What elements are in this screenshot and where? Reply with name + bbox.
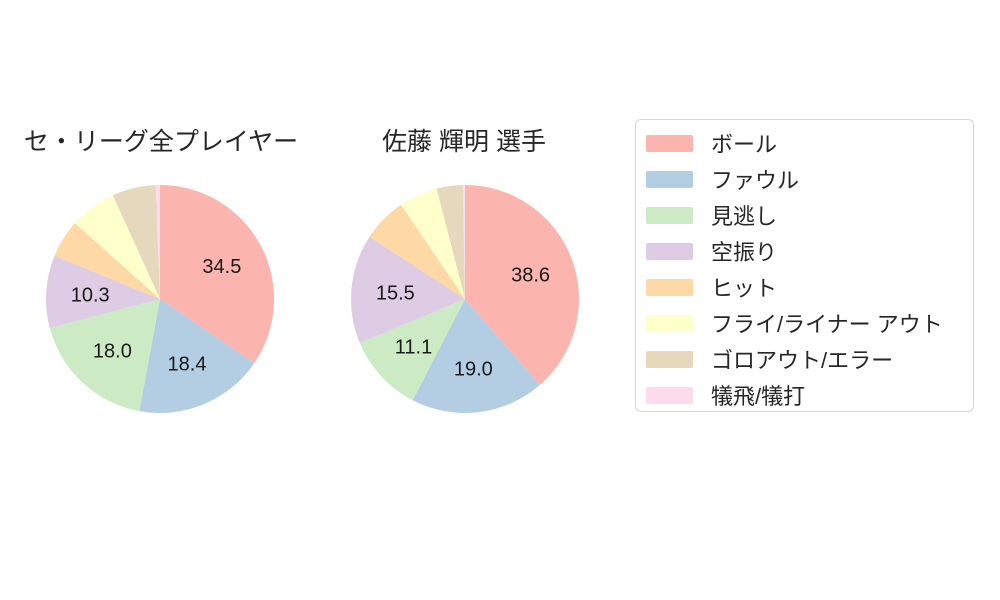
- legend-item: ファウル: [646, 161, 973, 197]
- pie-value-label: 11.1: [395, 336, 432, 358]
- pie-slice: [49, 299, 161, 412]
- pie-slice: [160, 185, 274, 364]
- pie-value-label: 10.3: [71, 284, 110, 306]
- pie-chart-right: 38.6 19.0 11.1 15.5: [351, 185, 579, 413]
- legend-item: ヒット: [646, 269, 973, 305]
- legend-swatch: [646, 206, 693, 224]
- pie-slice: [400, 188, 465, 299]
- pie-value-label: 18.4: [168, 354, 207, 376]
- pie-slice: [46, 255, 160, 329]
- legend-swatch: [646, 170, 693, 188]
- pie-slice: [54, 223, 160, 299]
- legend-swatch: [646, 350, 693, 368]
- legend-label: 見逃し: [711, 204, 778, 229]
- pie-slice: [112, 185, 160, 299]
- pie-slice: [465, 185, 579, 385]
- pie-title-right: 佐藤 輝明 選手: [382, 128, 546, 156]
- pie-value-label: 18.0: [93, 340, 132, 362]
- legend-box: ボールファウル見逃し空振りヒットフライ/ライナー アウト ゴロアウト/エラー 犠飛/…: [635, 119, 974, 412]
- legend-item: ボール: [646, 125, 973, 161]
- legend-label: ファウル: [711, 168, 800, 193]
- legend-label: ゴロアウト/エラー: [711, 348, 894, 373]
- pie-slice: [139, 299, 255, 413]
- legend-swatch: [646, 278, 693, 296]
- pie-slice: [155, 185, 160, 299]
- legend-item: 見逃し: [646, 197, 973, 233]
- legend-label: 犠飛/犠打: [711, 384, 806, 409]
- legend-item: ゴロアウト/エラー: [646, 341, 973, 377]
- pie-value-label: 19.0: [454, 359, 493, 381]
- pie-slice: [359, 299, 465, 401]
- legend-label: フライ/ライナー アウト: [711, 312, 943, 337]
- legend-item: 空振り: [646, 233, 973, 269]
- pie-value-label: 38.6: [511, 265, 550, 287]
- legend-label: 空振り: [711, 240, 778, 265]
- legend-label: ヒット: [711, 276, 778, 301]
- legend-swatch: [646, 386, 693, 404]
- pie-title-left: セ・リーグ全プレイヤー: [23, 128, 299, 156]
- pie-value-label: 34.5: [202, 256, 241, 278]
- legend-swatch: [646, 314, 693, 332]
- pie-slice: [462, 185, 465, 299]
- legend-swatch: [646, 134, 693, 152]
- legend-label: ボール: [711, 132, 778, 157]
- pie-value-label: 15.5: [376, 283, 415, 305]
- legend-item: フライ/ライナー アウト: [646, 305, 973, 341]
- pie-slice: [369, 204, 465, 299]
- pie-slice: [74, 195, 160, 299]
- pie-slice: [351, 236, 465, 343]
- pie-slice: [412, 299, 540, 413]
- pie-chart-left: 34.5 18.4 18.0 10.3: [46, 185, 274, 413]
- legend-swatch: [646, 242, 693, 260]
- pie-slice: [436, 185, 465, 299]
- legend-item: 犠飛/犠打: [646, 377, 973, 413]
